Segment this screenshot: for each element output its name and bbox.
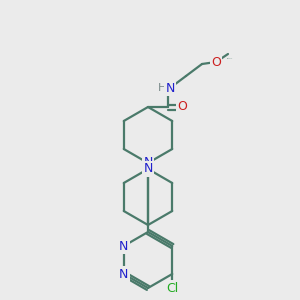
Text: Cl: Cl (166, 281, 178, 295)
Text: O: O (211, 56, 221, 68)
Text: H: H (158, 83, 166, 93)
Text: O: O (177, 100, 187, 113)
Text: N: N (165, 82, 175, 94)
Text: N: N (143, 163, 153, 176)
Text: N: N (119, 239, 128, 253)
Text: N: N (119, 268, 128, 281)
Text: methoxy: methoxy (227, 57, 233, 59)
Text: N: N (143, 157, 153, 169)
